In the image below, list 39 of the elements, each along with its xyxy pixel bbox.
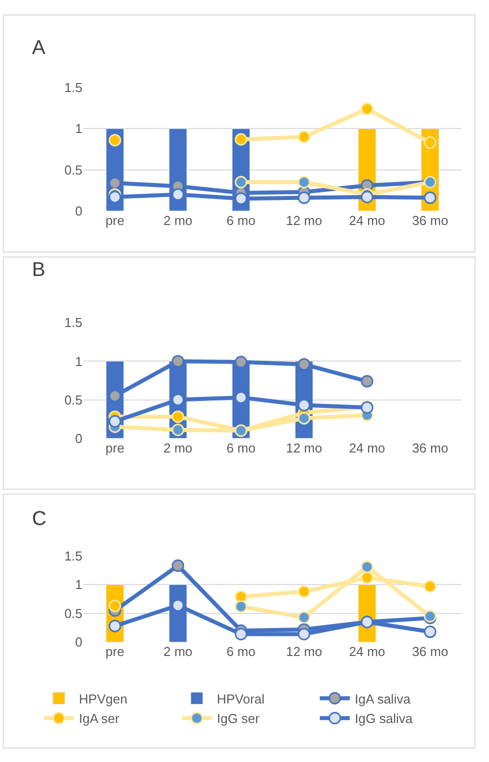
x-tick-label: 24 mo	[349, 644, 386, 660]
legend-label: IgA saliva	[354, 691, 412, 706]
x-tick-label: 12 mo	[286, 212, 322, 228]
legend-label: HPVoral	[216, 691, 265, 706]
x-tick-label: 6 mo	[226, 212, 256, 228]
x-tick-label: 6 mo	[226, 644, 256, 660]
y-tick-label: 1.5	[64, 315, 82, 330]
legend-label: IgG ser	[216, 711, 260, 726]
legend-label: HPVgen	[78, 691, 128, 706]
y-tick-label: 0	[75, 634, 82, 650]
chart-title: A	[32, 37, 46, 59]
x-tick-label: 36 mo	[412, 440, 448, 456]
x-tick-label: 36 mo	[412, 212, 448, 228]
x-tick-label: 2 mo	[164, 644, 192, 660]
x-tick-label: 24 mo	[349, 440, 386, 456]
y-tick-label: 1	[75, 577, 82, 592]
x-tick-label: 2 mo	[164, 212, 192, 228]
legend-label: IgA ser	[78, 711, 120, 726]
y-tick-label: 0.5	[64, 162, 82, 178]
legend-label: IgG saliva	[354, 711, 414, 726]
y-tick-label: 1	[75, 121, 82, 136]
chart-title: B	[32, 259, 46, 281]
y-tick-label: 1.5	[64, 548, 82, 564]
y-tick-label: 0	[75, 204, 82, 219]
y-tick-label: 1	[75, 354, 82, 369]
y-tick-label: 1.5	[64, 80, 82, 96]
x-tick-label: 36 mo	[412, 644, 448, 660]
x-tick-label: 12 mo	[286, 644, 322, 660]
x-tick-label: 2 mo	[164, 440, 192, 456]
chart-title: C	[32, 508, 46, 530]
x-tick-label: pre	[106, 440, 124, 456]
x-tick-label: pre	[106, 644, 124, 660]
x-tick-label: pre	[106, 212, 124, 228]
x-tick-label: 12 mo	[286, 440, 322, 456]
y-tick-label: 0	[75, 430, 82, 446]
x-tick-label: 6 mo	[226, 440, 256, 456]
y-tick-label: 0.5	[64, 606, 82, 621]
y-tick-label: 0.5	[64, 392, 82, 408]
x-tick-label: 24 mo	[349, 212, 386, 228]
